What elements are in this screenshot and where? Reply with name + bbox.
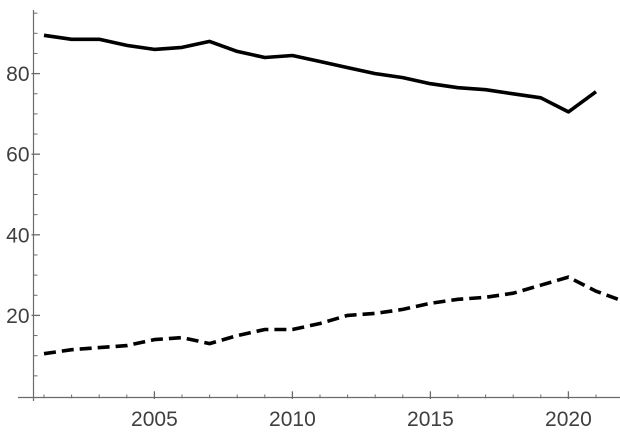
- x-tick-label: 2020: [545, 408, 592, 431]
- y-axis-ticks: 20 40 60 80: [6, 12, 40, 377]
- x-tick-label: 2005: [131, 408, 178, 431]
- y-tick-label: 80: [6, 63, 29, 86]
- y-tick-label: 20: [6, 305, 29, 328]
- x-tick-label: 2015: [407, 408, 454, 431]
- solid-declining-series-line: [43, 33, 598, 114]
- x-axis-ticks: 2005 2010 2015 2020: [43, 391, 597, 431]
- y-tick-label: 60: [6, 144, 29, 167]
- x-tick-label: 2010: [269, 408, 316, 431]
- dashed-rising-series-line: [43, 275, 620, 356]
- y-tick-label: 40: [6, 224, 29, 247]
